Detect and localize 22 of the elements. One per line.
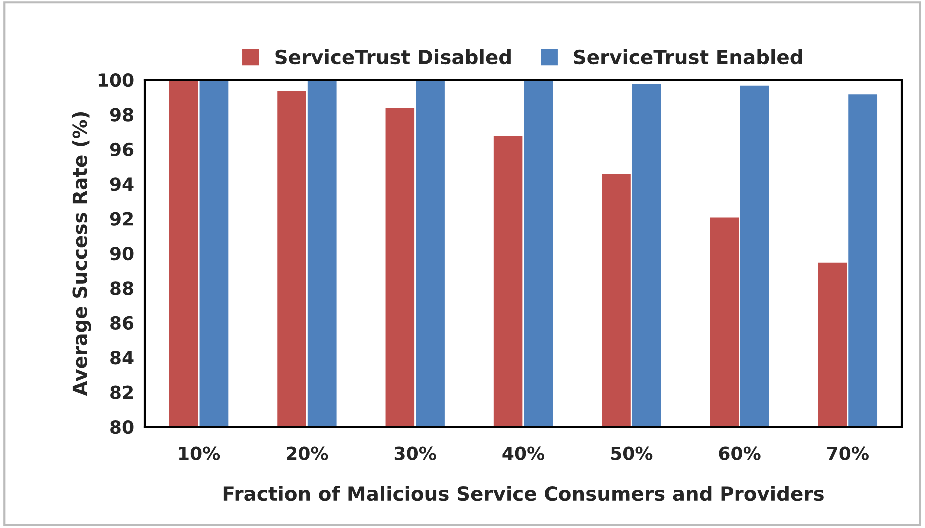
y-tick-label: 84 [110,351,134,365]
y-axis-title: Average Success Rate (%) [72,112,92,396]
y-tick-label: 90 [110,246,134,261]
y-tick-label: 100 [98,73,134,88]
x-tick-label: 20% [287,446,328,460]
x-tick-label: 70% [828,446,869,460]
x-axis-title: Fraction of Malicious Service Consumers and Providers [224,486,824,502]
x-tick-label: 30% [394,446,436,460]
legend-label: ServiceTrust Enabled [574,50,802,65]
x-tick-label: 60% [719,446,761,460]
legend-label: ServiceTrust Disabled [276,50,511,65]
y-tick-label: 80 [110,420,134,434]
y-tick-label: 94 [110,178,134,192]
y-tick-label: 86 [110,316,134,330]
x-tick-label: 50% [611,446,653,460]
y-tick-label: 88 [110,282,134,296]
y-tick-label: 92 [110,212,134,226]
y-tick-label: 82 [110,386,134,400]
y-tick-label: 96 [110,142,134,157]
x-tick-label: 40% [502,446,545,460]
y-tick-label: 98 [110,108,134,122]
x-tick-label: 10% [180,446,220,460]
